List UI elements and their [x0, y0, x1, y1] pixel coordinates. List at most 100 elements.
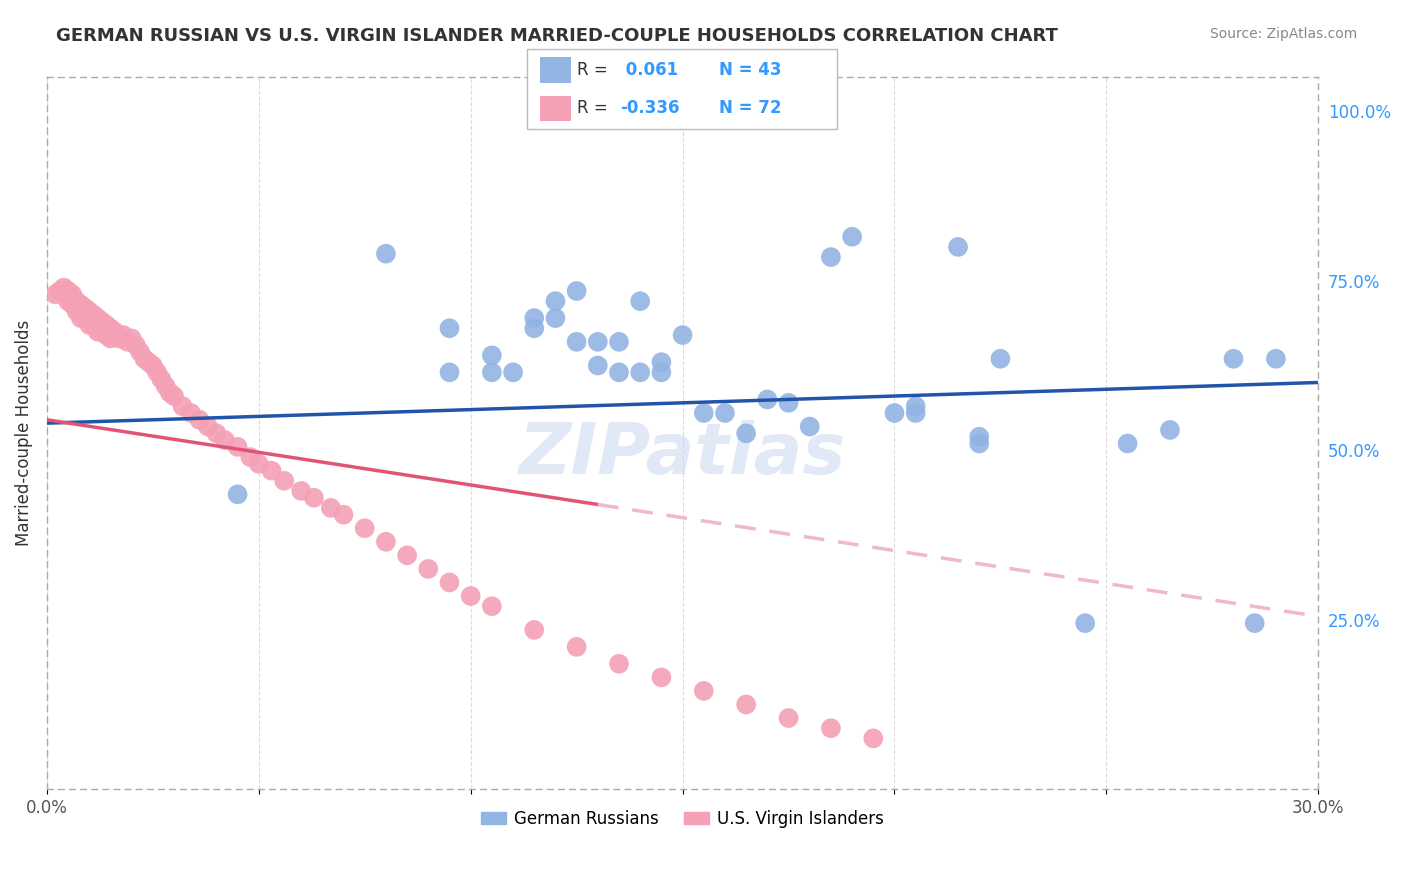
Point — [820, 250, 842, 264]
Point — [150, 372, 173, 386]
Point — [117, 334, 139, 349]
Point — [862, 731, 884, 746]
Point — [65, 304, 87, 318]
Point — [820, 721, 842, 735]
Point — [967, 436, 990, 450]
Point — [159, 385, 181, 400]
Text: 0.061: 0.061 — [620, 61, 678, 78]
Point — [374, 246, 396, 260]
Point — [112, 328, 135, 343]
Point — [904, 399, 927, 413]
Point — [650, 670, 672, 684]
Point — [439, 365, 461, 379]
Point — [607, 657, 630, 671]
Point — [77, 311, 100, 326]
Point — [142, 359, 165, 373]
Point — [91, 325, 114, 339]
Point — [883, 406, 905, 420]
Text: Source: ZipAtlas.com: Source: ZipAtlas.com — [1209, 27, 1357, 41]
Point — [180, 406, 202, 420]
Point — [1222, 351, 1244, 366]
Point — [650, 355, 672, 369]
Point — [374, 534, 396, 549]
Point — [273, 474, 295, 488]
Point — [460, 589, 482, 603]
Point — [353, 521, 375, 535]
Point — [172, 399, 194, 413]
Point — [205, 426, 228, 441]
Point — [1264, 351, 1286, 366]
Point — [671, 328, 693, 343]
Point — [544, 311, 567, 326]
Point — [73, 301, 96, 315]
Point — [799, 419, 821, 434]
Point — [48, 284, 70, 298]
Point — [290, 483, 312, 498]
Point — [239, 450, 262, 464]
Point — [155, 379, 177, 393]
Text: -0.336: -0.336 — [620, 100, 679, 118]
Point — [260, 464, 283, 478]
Point — [65, 294, 87, 309]
Point — [87, 311, 110, 326]
Point — [502, 365, 524, 379]
Point — [69, 311, 91, 326]
Point — [756, 392, 779, 407]
Point — [586, 359, 609, 373]
Point — [693, 406, 716, 420]
Point — [1159, 423, 1181, 437]
Point — [91, 314, 114, 328]
Point — [77, 318, 100, 332]
Point — [214, 433, 236, 447]
Point — [607, 365, 630, 379]
Bar — [540, 57, 571, 83]
Point — [226, 487, 249, 501]
Point — [52, 280, 75, 294]
Point — [56, 284, 79, 298]
Point — [693, 684, 716, 698]
Point — [946, 240, 969, 254]
Point — [523, 321, 546, 335]
Point — [418, 562, 440, 576]
Text: N = 43: N = 43 — [718, 61, 782, 78]
Point — [735, 426, 758, 441]
Point — [565, 334, 588, 349]
Point — [100, 331, 122, 345]
Point — [226, 440, 249, 454]
Point — [44, 287, 66, 301]
Point — [714, 406, 737, 420]
Point — [565, 284, 588, 298]
Point — [56, 294, 79, 309]
Point — [96, 328, 118, 343]
Point — [163, 389, 186, 403]
Point — [481, 599, 503, 614]
Point — [735, 698, 758, 712]
Point — [100, 321, 122, 335]
Text: R =: R = — [576, 61, 613, 78]
Point — [439, 321, 461, 335]
Point — [1074, 616, 1097, 631]
Point — [60, 297, 83, 311]
Point — [134, 351, 156, 366]
Point — [83, 318, 105, 332]
Point — [104, 325, 127, 339]
Point — [396, 549, 419, 563]
Point — [60, 287, 83, 301]
Point — [1116, 436, 1139, 450]
Point — [628, 365, 651, 379]
Point — [125, 338, 148, 352]
Point — [904, 406, 927, 420]
Point — [69, 297, 91, 311]
Legend: German Russians, U.S. Virgin Islanders: German Russians, U.S. Virgin Islanders — [474, 803, 891, 834]
Text: GERMAN RUSSIAN VS U.S. VIRGIN ISLANDER MARRIED-COUPLE HOUSEHOLDS CORRELATION CHA: GERMAN RUSSIAN VS U.S. VIRGIN ISLANDER M… — [56, 27, 1059, 45]
Point — [439, 575, 461, 590]
Point — [586, 334, 609, 349]
Point — [778, 711, 800, 725]
Point — [83, 308, 105, 322]
Point — [197, 419, 219, 434]
Point — [247, 457, 270, 471]
Point — [523, 311, 546, 326]
Point — [129, 345, 152, 359]
Point — [967, 430, 990, 444]
Point — [302, 491, 325, 505]
